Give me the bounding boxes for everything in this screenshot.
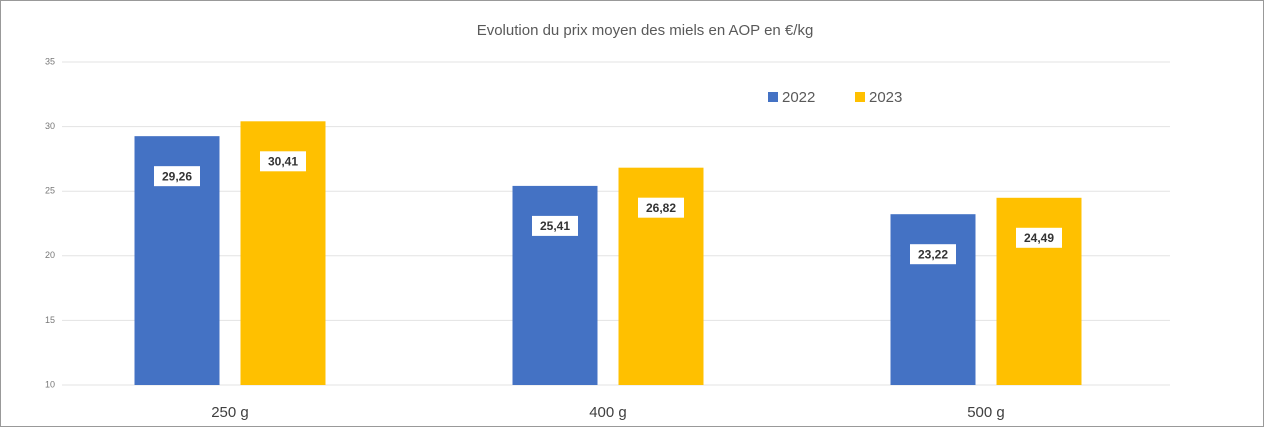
y-tick-label: 25 [45, 186, 55, 196]
label-box [638, 197, 684, 218]
bar [890, 214, 976, 385]
data-label: 24,49 [1024, 231, 1054, 245]
chart-title: Evolution du prix moyen des miels en AOP… [477, 22, 814, 39]
y-tick-label: 30 [45, 121, 55, 131]
legend-label: 2023 [869, 89, 902, 106]
data-label: 23,22 [918, 247, 948, 261]
legend-swatch [768, 92, 778, 102]
data-label: 25,41 [540, 219, 570, 233]
label-box [532, 215, 578, 236]
data-label: 29,26 [162, 169, 192, 183]
y-tick-label: 20 [45, 250, 55, 260]
label-box [910, 244, 956, 265]
legend-label: 2022 [782, 89, 815, 106]
bar [512, 185, 598, 385]
legend-swatch [855, 92, 865, 102]
x-tick-label: 250 g [211, 404, 249, 421]
bar [996, 197, 1082, 385]
label-box [260, 151, 306, 172]
label-box [154, 166, 200, 187]
y-tick-label: 10 [45, 379, 55, 389]
data-label: 26,82 [646, 201, 676, 215]
x-tick-label: 400 g [589, 404, 627, 421]
y-tick-label: 15 [45, 315, 55, 325]
x-tick-label: 500 g [967, 404, 1005, 421]
data-label: 30,41 [268, 154, 298, 168]
y-tick-label: 35 [45, 56, 55, 66]
label-box [1016, 227, 1062, 248]
